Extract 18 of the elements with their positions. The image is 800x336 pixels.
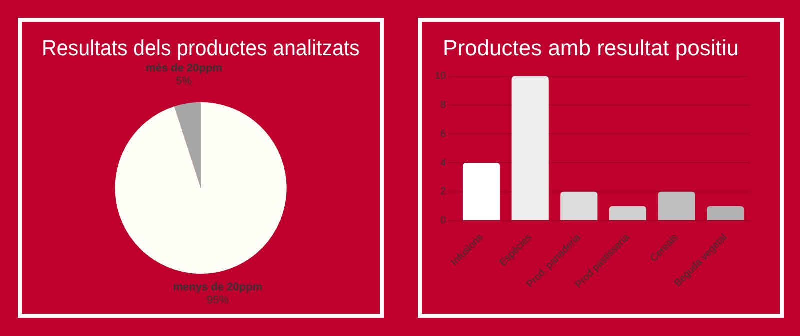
slice-label: més de 20ppm <box>146 62 223 75</box>
bar <box>658 192 696 220</box>
bar <box>560 192 598 220</box>
y-tick-label: 0 <box>440 216 447 227</box>
bar <box>462 163 500 220</box>
slice-label: menys de 20ppm <box>173 282 263 294</box>
y-tick-label: 6 <box>440 128 447 140</box>
y-tick-label: 10 <box>435 71 447 82</box>
bar <box>512 76 549 220</box>
data-label: 95% <box>206 294 230 307</box>
y-tick-label: 2 <box>440 186 447 198</box>
bar <box>707 206 744 220</box>
bar <box>609 206 647 220</box>
y-tick-label: 4 <box>440 158 447 169</box>
chart-title: Productes amb resultat positiu <box>443 35 739 60</box>
data-label: 5% <box>176 76 192 88</box>
y-tick-label: 8 <box>440 100 447 112</box>
chart-title: Resultats dels productes analitzats <box>42 36 360 60</box>
